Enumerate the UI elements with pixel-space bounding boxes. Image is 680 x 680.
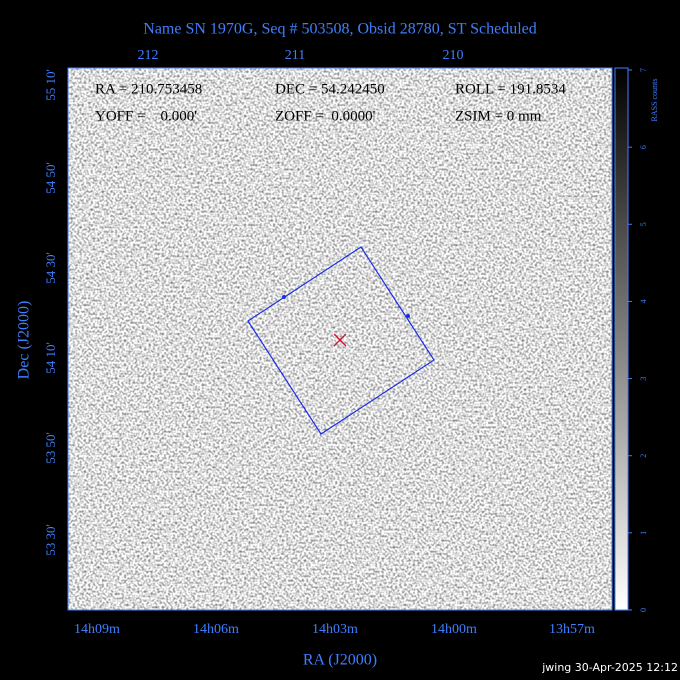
left-tick-label: 54 50' [43, 162, 58, 194]
top-tick-label: 210 [443, 48, 464, 63]
target-marker [333, 333, 347, 347]
top-tick-label: 212 [138, 48, 159, 63]
sky-image [68, 68, 612, 610]
info-text: ROLL = 191.8534 [455, 81, 566, 97]
left-tick-label: 54 10' [43, 342, 58, 374]
left-tick-label: 53 30' [43, 524, 58, 556]
info-text: DEC = 54.242450 [275, 81, 385, 97]
bottom-tick-label: 14h06m [193, 622, 239, 637]
plot-frame [67, 67, 613, 611]
colorbar-tick-label: 5 [639, 222, 648, 226]
colorbar-tick-label: 6 [639, 145, 648, 149]
left-tick-label: 55 10' [43, 69, 58, 101]
colorbar [614, 67, 629, 611]
info-text: ZOFF = 0.0000' [275, 108, 376, 124]
footer: jwing 30-Apr-2025 12:12 [541, 661, 678, 674]
colorbar-tick-label: 1 [639, 531, 648, 535]
colorbar-label: RASS counts [650, 79, 659, 122]
colorbar-tick-label: 4 [639, 299, 648, 303]
info-text: YOFF = 0.000' [95, 108, 197, 124]
top-tick-label: 211 [285, 48, 305, 63]
x-axis-label: RA (J2000) [303, 652, 377, 669]
field-of-view [247, 246, 435, 435]
info-text: RA = 210.753458 [95, 81, 202, 97]
bottom-tick-label: 13h57m [549, 622, 595, 637]
left-tick-label: 54 30' [43, 252, 58, 284]
fov-marker [282, 295, 286, 299]
bottom-tick-label: 14h03m [312, 622, 358, 637]
fov-marker [406, 314, 410, 318]
bottom-tick-label: 14h09m [74, 622, 120, 637]
title: Name SN 1970G, Seq # 503508, Obsid 28780… [143, 21, 536, 38]
colorbar-tick-label: 0 [639, 608, 648, 612]
info-text: ZSIM = 0 mm [455, 108, 542, 124]
left-tick-label: 53 50' [43, 432, 58, 464]
colorbar-tick-label: 3 [639, 377, 648, 381]
colorbar-tick-label: 2 [639, 454, 648, 458]
bottom-tick-label: 14h00m [431, 622, 477, 637]
colorbar-tick-label: 7 [639, 68, 648, 72]
y-axis-label: Dec (J2000) [16, 301, 33, 380]
